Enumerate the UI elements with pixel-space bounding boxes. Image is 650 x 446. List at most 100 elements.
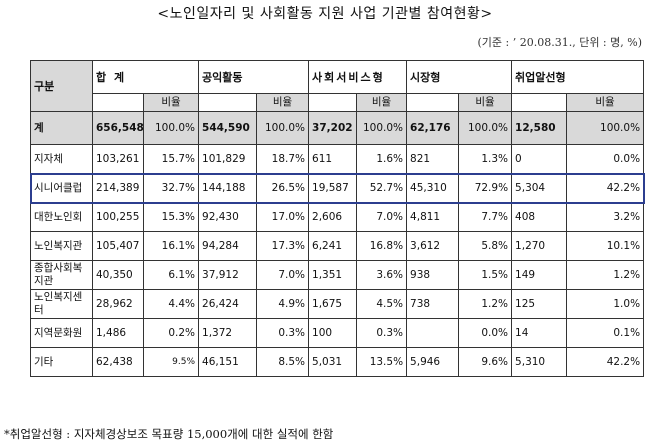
cell-public: 26,424 (198, 289, 258, 319)
table-row: 대한노인회 100,255 15.3% 92,430 17.0% 2,606 7… (30, 202, 645, 232)
cell-social-pct: 7.0% (356, 202, 408, 232)
cell-total-pct: 100.0% (142, 111, 200, 145)
cell-market: 938 (406, 260, 460, 290)
cell-social-pct: 0.3% (356, 318, 408, 348)
row-label: 계 (30, 111, 93, 145)
row-label: 지역문화원 (30, 318, 93, 348)
cell-public-pct: 0.3% (256, 318, 310, 348)
cell-total: 40,350 (92, 260, 144, 290)
cell-total: 214,389 (92, 173, 144, 203)
header-social-service: 사회서비스형 (308, 60, 408, 94)
cell-social: 37,202 (308, 111, 358, 145)
table-row-highlighted: 시니어클럽 214,389 32.7% 144,188 26.5% 19,587… (30, 173, 645, 203)
ratio-label: 비율 (566, 93, 645, 112)
table-row: 기타 62,438 9.5% 46,151 8.5% 5,031 13.5% 5… (30, 347, 645, 377)
cell-total: 100,255 (92, 202, 144, 232)
row-label: 종합사회복지관 (30, 260, 93, 290)
header-public: 공익활동 (198, 60, 310, 94)
cell-social-pct: 52.7% (356, 173, 408, 203)
cell-public-pct: 17.3% (256, 231, 310, 261)
cell-emp-pct: 42.2% (566, 173, 645, 203)
table-row: 노인복지관 105,407 16.1% 94,284 17.3% 6,241 1… (30, 231, 645, 261)
cell-emp-pct: 1.0% (566, 289, 645, 319)
cell-emp: 12,580 (511, 111, 568, 145)
cell-emp-pct: 3.2% (566, 202, 645, 232)
cell-total-pct: 32.7% (142, 173, 200, 203)
cell-market-pct: 1.2% (458, 289, 513, 319)
cell-public-pct: 18.7% (256, 144, 310, 174)
cell-market-pct: 1.5% (458, 260, 513, 290)
cell-public: 46,151 (198, 347, 258, 377)
cell-market-pct: 100.0% (458, 111, 513, 145)
cell-market: 3,612 (406, 231, 460, 261)
cell-market: 5,946 (406, 347, 460, 377)
cell-market-pct: 9.6% (458, 347, 513, 377)
cell-market-pct: 72.9% (458, 173, 513, 203)
cell-total-pct: 9.5% (142, 347, 200, 377)
header-row: 구분 합 계 공익활동 사회서비스형 시장형 취업알선형 (30, 60, 645, 112)
header-category: 구분 (30, 60, 93, 112)
cell-market: 45,310 (406, 173, 460, 203)
cell-market: 821 (406, 144, 460, 174)
cell-public: 92,430 (198, 202, 258, 232)
cell-social-pct: 3.6% (356, 260, 408, 290)
cell-emp: 125 (511, 289, 568, 319)
ratio-label: 비율 (256, 93, 310, 112)
header-market: 시장형 (406, 60, 513, 94)
cell-public-pct: 7.0% (256, 260, 310, 290)
header-total: 합 계 (91, 60, 200, 94)
table-row: 지역문화원 1,486 0.2% 1,372 0.3% 100 0.3% 0.0… (30, 318, 645, 348)
table-row: 노인복지센터 28,962 4.4% 26,424 4.9% 1,675 4.5… (30, 289, 645, 319)
cell-public-pct: 100.0% (256, 111, 310, 145)
cell-public-pct: 26.5% (256, 173, 310, 203)
table-row: 종합사회복지관 40,350 6.1% 37,912 7.0% 1,351 3.… (30, 260, 645, 290)
cell-social-pct: 1.6% (356, 144, 408, 174)
row-label: 노인복지센터 (30, 289, 93, 319)
row-label: 지자체 (30, 144, 93, 174)
cell-social: 1,675 (308, 289, 358, 319)
row-label: 노인복지관 (30, 231, 93, 261)
cell-social-pct: 13.5% (356, 347, 408, 377)
cell-total: 1,486 (92, 318, 144, 348)
cell-total-pct: 0.2% (142, 318, 200, 348)
cell-market: 4,811 (406, 202, 460, 232)
cell-emp: 1,270 (511, 231, 568, 261)
cell-social-pct: 100.0% (356, 111, 408, 145)
cell-emp: 5,304 (511, 173, 568, 203)
cell-emp-pct: 10.1% (566, 231, 645, 261)
subheader-row: 비율 비율 비율 비율 비율 (31, 93, 645, 112)
cell-total: 62,438 (92, 347, 144, 377)
cell-total-pct: 15.7% (142, 144, 200, 174)
cell-emp: 0 (511, 144, 568, 174)
cell-emp-pct: 42.2% (566, 347, 645, 377)
cell-total-pct: 4.4% (142, 289, 200, 319)
cell-market-pct: 0.0% (458, 318, 513, 348)
cell-emp-pct: 0.0% (566, 144, 645, 174)
cell-market-pct: 5.8% (458, 231, 513, 261)
cell-public-pct: 4.9% (256, 289, 310, 319)
row-label: 기타 (30, 347, 93, 377)
cell-total: 103,261 (92, 144, 144, 174)
cell-emp-pct: 1.2% (566, 260, 645, 290)
row-label: 시니어클럽 (30, 173, 93, 203)
cell-total-pct: 6.1% (142, 260, 200, 290)
cell-market: 62,176 (406, 111, 460, 145)
cell-emp: 14 (511, 318, 568, 348)
cell-public-pct: 17.0% (256, 202, 310, 232)
cell-public: 101,829 (198, 144, 258, 174)
ratio-label: 비율 (458, 93, 513, 112)
total-row: 계 656,548 100.0% 544,590 100.0% 37,202 1… (30, 111, 645, 145)
cell-social: 100 (308, 318, 358, 348)
cell-public: 37,912 (198, 260, 258, 290)
cell-emp: 149 (511, 260, 568, 290)
cell-social: 6,241 (308, 231, 358, 261)
cell-market: 738 (406, 289, 460, 319)
cell-total-pct: 15.3% (142, 202, 200, 232)
cell-emp-pct: 0.1% (566, 318, 645, 348)
cell-social-pct: 4.5% (356, 289, 408, 319)
cell-social: 19,587 (308, 173, 358, 203)
cell-social: 611 (308, 144, 358, 174)
cell-social: 1,351 (308, 260, 358, 290)
cell-market-pct: 1.3% (458, 144, 513, 174)
cell-emp-pct: 100.0% (566, 111, 645, 145)
